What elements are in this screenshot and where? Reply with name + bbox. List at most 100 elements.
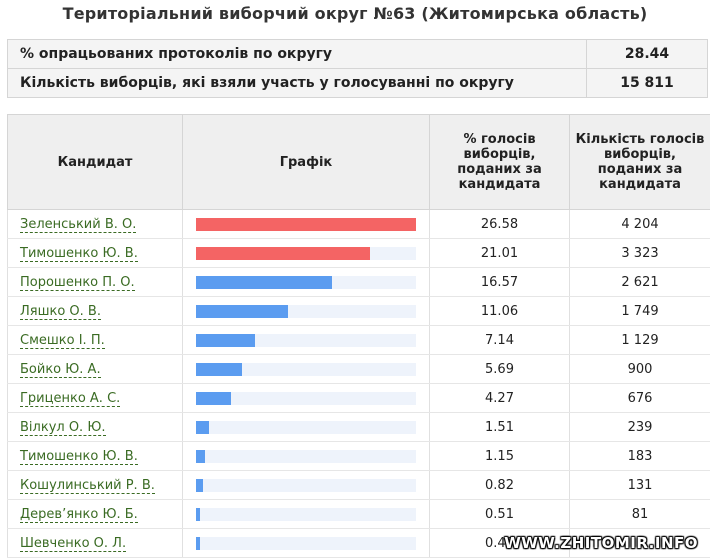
table-row: Смешко І. П. 7.14 1 129 [7, 325, 710, 355]
percent-cell: 16.57 [429, 267, 570, 297]
header-percent: % голосів виборців, поданих за кандидата [429, 114, 570, 210]
chart-cell [182, 267, 430, 297]
vote-bar [196, 246, 370, 260]
vote-bar [196, 420, 209, 434]
vote-bar-track [196, 246, 416, 260]
vote-bar [196, 391, 232, 405]
vote-bar-track [196, 536, 416, 550]
vote-bar-track [196, 217, 416, 231]
votes-cell: 900 [569, 354, 710, 384]
votes-cell: 131 [569, 470, 710, 500]
table-row: Дерев’янко Ю. Б. 0.51 81 [7, 499, 710, 529]
percent-cell: 7.14 [429, 325, 570, 355]
results-table: Кандидат Графік % голосів виборців, пода… [7, 114, 710, 558]
table-row: Кошулинський Р. В. 0.82 131 [7, 470, 710, 500]
vote-bar [196, 478, 203, 492]
header-chart: Графік [182, 114, 430, 210]
vote-bar [196, 275, 333, 289]
vote-bar [196, 507, 201, 521]
candidate-cell: Кошулинський Р. В. [7, 470, 183, 500]
vote-bar-track [196, 304, 416, 318]
candidate-link[interactable]: Бойко Ю. А. [20, 361, 101, 378]
vote-bar-track [196, 333, 416, 347]
vote-bar-track [196, 362, 416, 376]
chart-cell [182, 470, 430, 500]
candidate-cell: Смешко І. П. [7, 325, 183, 355]
candidate-cell: Вілкул О. Ю. [7, 412, 183, 442]
candidate-link[interactable]: Гриценко А. С. [20, 390, 121, 407]
summary-value: 28.44 [586, 39, 708, 69]
vote-bar-track [196, 391, 416, 405]
chart-cell [182, 354, 430, 384]
percent-cell: 4.27 [429, 383, 570, 413]
candidate-link[interactable]: Ляшко О. В. [20, 303, 101, 320]
votes-cell: 239 [569, 412, 710, 442]
candidate-link[interactable]: Тимошенко Ю. В. [20, 245, 138, 262]
chart-cell [182, 296, 430, 326]
candidate-cell: Дерев’янко Ю. Б. [7, 499, 183, 529]
results-header-row: Кандидат Графік % голосів виборців, пода… [7, 114, 710, 210]
votes-cell: 4 204 [569, 209, 710, 239]
percent-cell: 0.51 [429, 499, 570, 529]
votes-cell: 2 621 [569, 267, 710, 297]
table-row: Ляшко О. В. 11.06 1 749 [7, 296, 710, 326]
summary-row-turnout: Кількість виборців, які взяли участь у г… [7, 68, 708, 98]
chart-cell [182, 441, 430, 471]
candidate-cell: Бойко Ю. А. [7, 354, 183, 384]
chart-cell [182, 238, 430, 268]
candidate-link[interactable]: Смешко І. П. [20, 332, 105, 349]
table-row: Гриценко А. С. 4.27 676 [7, 383, 710, 413]
summary-value: 15 811 [586, 68, 708, 98]
chart-cell [182, 209, 430, 239]
candidate-link[interactable]: Дерев’янко Ю. Б. [20, 506, 138, 523]
summary-row-protocols: % опрацьованих протоколів по округу 28.4… [7, 39, 708, 69]
vote-bar [196, 333, 256, 347]
percent-cell: 11.06 [429, 296, 570, 326]
percent-cell: 5.69 [429, 354, 570, 384]
votes-cell: 81 [569, 499, 710, 529]
votes-cell: 1 749 [569, 296, 710, 326]
vote-bar-track [196, 275, 416, 289]
candidate-link[interactable]: Тимошенко Ю. В. [20, 448, 138, 465]
chart-cell [182, 412, 430, 442]
candidate-link[interactable]: Зеленський В. О. [20, 216, 137, 233]
votes-cell: 1 129 [569, 325, 710, 355]
table-row: Вілкул О. Ю. 1.51 239 [7, 412, 710, 442]
vote-bar-track [196, 478, 416, 492]
candidate-cell: Гриценко А. С. [7, 383, 183, 413]
summary-table: % опрацьованих протоколів по округу 28.4… [7, 39, 708, 98]
percent-cell: 0.49 [429, 528, 570, 558]
header-votes: Кількість голосів виборців, поданих за к… [569, 114, 710, 210]
percent-cell: 1.15 [429, 441, 570, 471]
candidate-cell: Шевченко О. Л. [7, 528, 183, 558]
page-title: Територіальний виборчий округ №63 (Житом… [62, 4, 648, 23]
vote-bar-track [196, 507, 416, 521]
votes-cell: 183 [569, 441, 710, 471]
table-row: Тимошенко Ю. В. 1.15 183 [7, 441, 710, 471]
table-row: Бойко Ю. А. 5.69 900 [7, 354, 710, 384]
candidate-cell: Тимошенко Ю. В. [7, 238, 183, 268]
site-watermark: WWW.ZHITOMIR.INFO [504, 534, 698, 552]
candidate-link[interactable]: Вілкул О. Ю. [20, 419, 106, 436]
vote-bar [196, 449, 206, 463]
candidate-cell: Тимошенко Ю. В. [7, 441, 183, 471]
candidate-link[interactable]: Порошенко П. О. [20, 274, 135, 291]
table-row: Шевченко О. Л. 0.49 [7, 528, 710, 558]
vote-bar-track [196, 449, 416, 463]
vote-bar [196, 304, 289, 318]
percent-cell: 26.58 [429, 209, 570, 239]
chart-cell [182, 325, 430, 355]
vote-bar-track [196, 420, 416, 434]
chart-cell [182, 499, 430, 529]
votes-cell: 3 323 [569, 238, 710, 268]
table-row: Тимошенко Ю. В. 21.01 3 323 [7, 238, 710, 268]
candidate-link[interactable]: Шевченко О. Л. [20, 535, 127, 552]
chart-cell [182, 528, 430, 558]
candidate-link[interactable]: Кошулинський Р. В. [20, 477, 155, 494]
table-row: Зеленський В. О. 26.58 4 204 [7, 209, 710, 239]
summary-label: Кількість виборців, які взяли участь у г… [7, 68, 587, 98]
candidate-cell: Зеленський В. О. [7, 209, 183, 239]
header-candidate: Кандидат [7, 114, 183, 210]
vote-bar [196, 217, 416, 231]
vote-bar [196, 362, 243, 376]
